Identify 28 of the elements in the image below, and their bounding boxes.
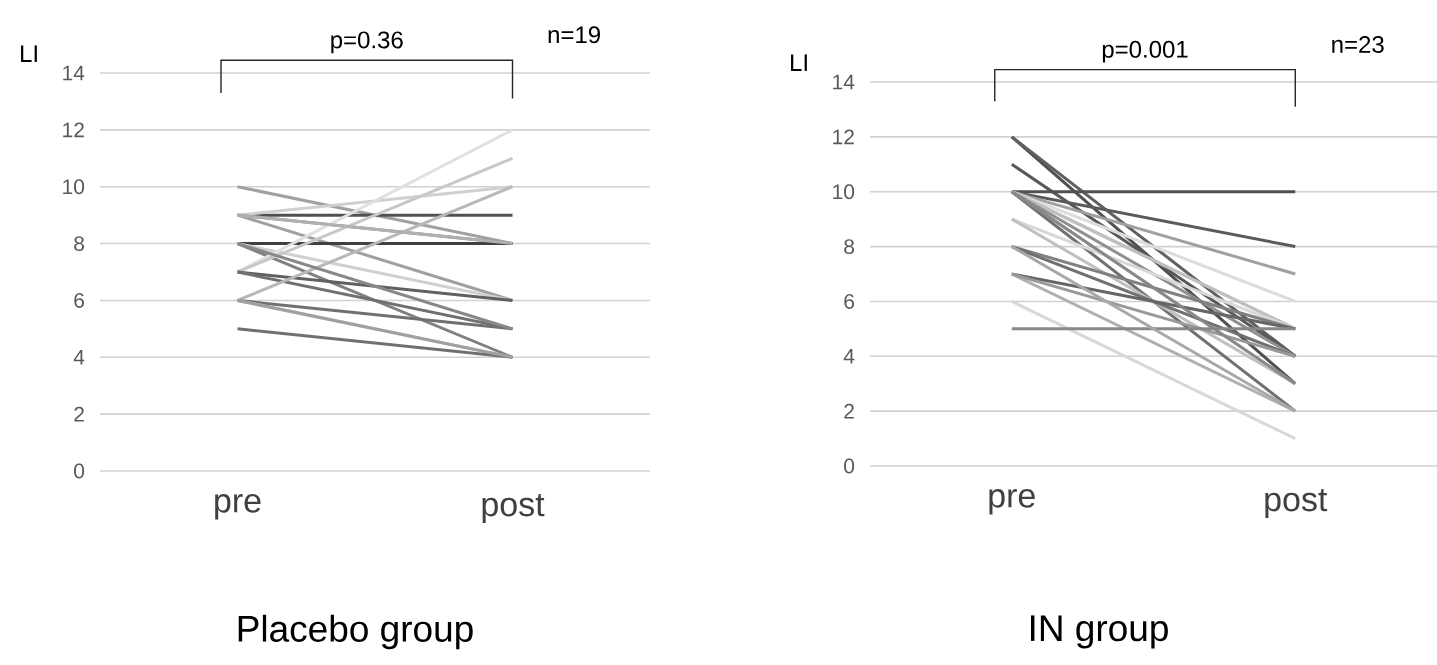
y-tick-label: 14: [833, 74, 855, 90]
y-tick-label: 6: [74, 293, 85, 308]
y-tick-label: 12: [833, 129, 854, 145]
text: p=0.36: [331, 31, 403, 54]
y-tick-label: 6: [844, 294, 855, 309]
text: n=23: [1332, 36, 1384, 53]
y-tick-label: 4: [843, 349, 855, 364]
text: IN group: [1030, 615, 1168, 649]
text: Placebo group: [238, 614, 473, 650]
y-tick-label: 8: [74, 236, 85, 252]
y-tick-label: 2: [844, 403, 854, 419]
y-tick-label: 10: [833, 184, 855, 200]
x-tick-label: pre: [215, 494, 261, 520]
text: n=19: [548, 26, 600, 44]
y-tick-label: 0: [74, 463, 85, 479]
y-tick-label: 4: [73, 350, 85, 365]
text: p=0.001: [1102, 40, 1188, 63]
x-tick-label: pre: [989, 489, 1035, 515]
y-tick-label: 14: [63, 65, 85, 81]
x-tick-label: post: [482, 494, 545, 524]
y-tick-label: 0: [844, 458, 855, 474]
y-tick-label: 8: [844, 239, 855, 255]
y-axis-title: LI: [791, 54, 807, 71]
y-axis-title: LI: [21, 45, 37, 62]
y-tick-label: 10: [63, 179, 85, 195]
y-tick-label: 2: [74, 406, 84, 422]
x-tick-label: post: [1265, 489, 1328, 519]
y-tick-label: 12: [63, 122, 84, 138]
